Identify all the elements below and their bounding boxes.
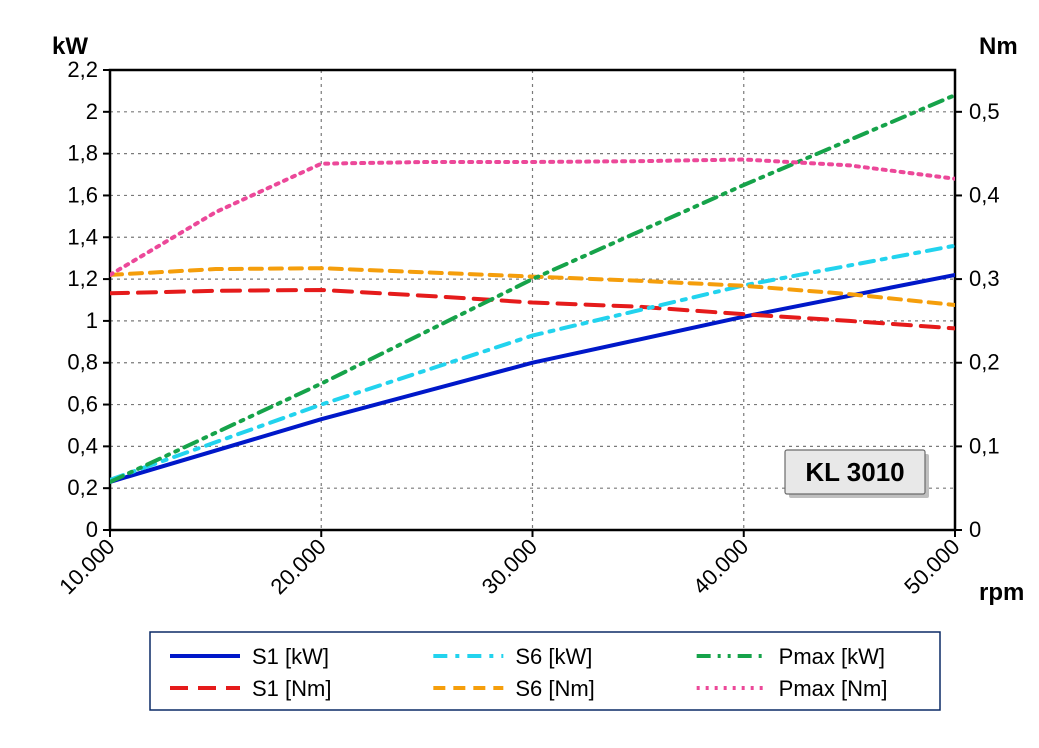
y-right-tick: 0,1 [969,433,1000,458]
chart-svg: 00,20,40,60,811,21,41,61,822,200,10,20,3… [20,20,1039,728]
x-label: rpm [979,579,1024,606]
y-right-tick: 0,3 [969,266,1000,291]
legend-label: Pmax [kW] [779,644,885,669]
model-label: KL 3010 [805,457,904,487]
y-right-tick: 0,4 [969,182,1000,207]
y-left-tick: 1,6 [67,182,98,207]
y-left-label: kW [52,33,88,60]
y-left-tick: 1 [86,308,98,333]
x-tick: 50.000 [899,534,964,599]
y-left-tick: 2 [86,99,98,124]
motor-curve-chart: 00,20,40,60,811,21,41,61,822,200,10,20,3… [20,20,1039,728]
x-tick: 30.000 [477,534,542,599]
x-tick: 20.000 [266,534,331,599]
y-left-tick: 1,8 [67,141,98,166]
legend-label: S6 [kW] [515,644,592,669]
y-left-tick: 0,4 [67,433,98,458]
legend-label: Pmax [Nm] [779,676,888,701]
y-left-tick: 2,2 [67,57,98,82]
y-left-tick: 0,6 [67,392,98,417]
y-right-label: Nm [979,33,1018,60]
y-left-tick: 1,4 [67,224,98,249]
legend-label: S1 [Nm] [252,676,331,701]
y-left-tick: 1,2 [67,266,98,291]
y-right-tick: 0 [969,517,981,542]
y-left-tick: 0,8 [67,350,98,375]
legend-label: S6 [Nm] [515,676,594,701]
y-right-tick: 0,2 [969,350,1000,375]
x-tick: 10.000 [54,534,119,599]
y-left-tick: 0,2 [67,475,98,500]
y-right-tick: 0,5 [969,99,1000,124]
legend-label: S1 [kW] [252,644,329,669]
x-tick: 40.000 [688,534,753,599]
